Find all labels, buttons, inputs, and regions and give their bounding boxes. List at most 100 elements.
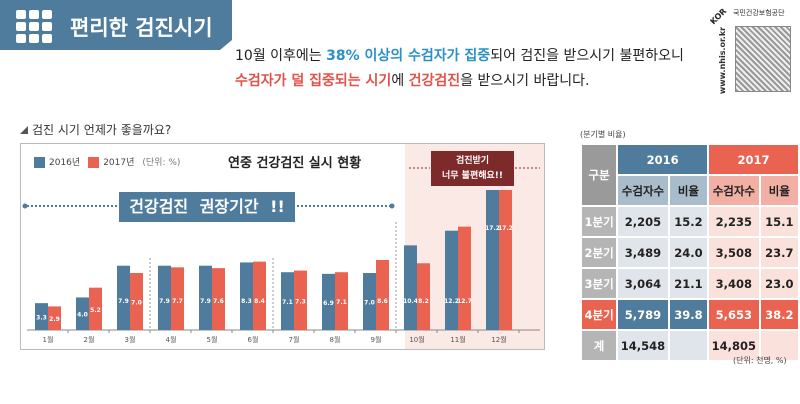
data-label: 7.9 xyxy=(118,298,129,305)
row-label: 3분기 xyxy=(582,269,617,298)
data-label: 5.2 xyxy=(90,307,101,314)
tick-label: 12월 xyxy=(491,335,506,344)
quarterly-table: 구분 2016 2017 수검자수 비율 수검자수 비율 1분기 2,205 15.… xyxy=(580,143,800,362)
data-label: 7.7 xyxy=(172,298,183,305)
table-cell: 5,789 xyxy=(618,300,668,329)
tick-label: 6월 xyxy=(248,335,259,344)
table-cell: 21.1 xyxy=(669,269,708,298)
dot xyxy=(389,203,395,209)
tick-label: 11월 xyxy=(450,335,465,344)
bar-2016 xyxy=(240,262,253,330)
chart-frame xyxy=(20,143,545,350)
qr-code-icon[interactable] xyxy=(735,26,791,92)
recommended-period-label: 건강검진 권장기간 !! xyxy=(119,192,295,222)
bar-2017 xyxy=(417,263,430,330)
bar-2017 xyxy=(499,190,512,330)
table-cell: 3,064 xyxy=(618,269,668,298)
row-label: 계 xyxy=(582,331,617,360)
data-label: 7.3 xyxy=(295,298,306,305)
data-label: 17.2 xyxy=(485,225,500,232)
subhead: 수검자수 xyxy=(618,176,668,205)
row-label: 2분기 xyxy=(582,238,617,267)
data-label: 6.9 xyxy=(323,300,334,307)
data-label: 7.1 xyxy=(282,299,293,306)
subhead: 수검자수 xyxy=(709,176,759,205)
table-unit: (단위: 천명, %) xyxy=(733,356,787,365)
subhead: 비율 xyxy=(669,176,708,205)
page-title: 편리한 검진시기 xyxy=(70,16,213,40)
bar-2017 xyxy=(294,270,307,330)
table-cell: 14,548 xyxy=(618,331,668,360)
data-label: 8.2 xyxy=(418,298,429,305)
header-corner: 구분 xyxy=(582,145,617,205)
data-label: 7.1 xyxy=(336,299,347,306)
tick-label: 5월 xyxy=(207,335,218,344)
tick-label: 7월 xyxy=(289,335,300,344)
row-label: 4분기 xyxy=(582,300,617,329)
bar-2017 xyxy=(171,267,184,330)
data-label: 12.7 xyxy=(457,298,472,305)
year-2016-header: 2016 xyxy=(618,145,708,174)
row-label: 1분기 xyxy=(582,207,617,236)
table-row: 4분기 5,789 39.8 5,653 38.2 xyxy=(582,300,798,329)
data-label: 17.2 xyxy=(498,225,513,232)
table-row: 계 14,548 14,805 xyxy=(582,331,798,360)
data-label: 7.9 xyxy=(159,298,170,305)
bar-2016 xyxy=(281,272,294,330)
data-label: 7.0 xyxy=(364,300,375,307)
table-caption: (분기별 비율) xyxy=(580,130,626,139)
data-label: 8.4 xyxy=(254,298,265,305)
tick-label: 3월 xyxy=(125,335,136,344)
table-cell: 2,235 xyxy=(709,207,759,236)
tick-label: 2월 xyxy=(84,335,95,344)
checklist-grid-icon xyxy=(16,10,52,43)
bar-2016 xyxy=(404,245,417,330)
triangle-icon xyxy=(20,126,28,134)
tick-label: 8월 xyxy=(330,335,341,344)
bar-2016 xyxy=(76,297,89,330)
tick-label: 4월 xyxy=(166,335,177,344)
data-label: 7.6 xyxy=(213,298,224,305)
table-cell: 15.2 xyxy=(669,207,708,236)
table-cell: 2,205 xyxy=(618,207,668,236)
bar-2016 xyxy=(158,265,171,330)
data-label: 4.0 xyxy=(77,312,88,319)
bar-2017 xyxy=(253,261,266,330)
bar-2017 xyxy=(89,287,102,330)
org-name: 국민건강보험공단 xyxy=(733,9,785,17)
table-cell: 39.8 xyxy=(669,300,708,329)
bar-2016 xyxy=(445,230,458,330)
tick-label: 1월 xyxy=(43,335,54,344)
bar-2016 xyxy=(322,273,335,330)
table-cell xyxy=(760,331,798,360)
bar-2017 xyxy=(335,272,348,330)
bar-2017 xyxy=(212,268,225,330)
table-cell: 3,408 xyxy=(709,269,759,298)
bar-2017 xyxy=(458,226,471,330)
table-row: 1분기 2,205 15.2 2,235 15.1 xyxy=(582,207,798,236)
chart-legend: 2016년 2017년 (단위: %) xyxy=(34,155,180,168)
bar-2016 xyxy=(117,265,130,330)
data-label: 10.4 xyxy=(403,298,418,305)
chart-title: 연중 건강검진 실시 현황 xyxy=(228,156,362,171)
table-cell: 5,653 xyxy=(709,300,759,329)
table-cell xyxy=(669,331,708,360)
table-row: 2분기 3,489 24.0 3,508 23.7 xyxy=(582,238,798,267)
bar-2016 xyxy=(486,190,499,330)
tick-label: 10월 xyxy=(409,335,424,344)
legend-2016: 2016년 xyxy=(34,155,80,168)
bar-2017 xyxy=(48,306,61,330)
table-cell: 24.0 xyxy=(669,238,708,267)
data-label: 7.0 xyxy=(131,300,142,307)
table-cell: 23.7 xyxy=(760,238,798,267)
inconvenient-callout: 검진받기 너무 불편해요!! xyxy=(431,151,514,186)
year-2017-header: 2017 xyxy=(709,145,798,174)
table-cell: 23.0 xyxy=(760,269,798,298)
bar-2016 xyxy=(363,273,376,330)
table-cell: 14,805 xyxy=(709,331,759,360)
table-row: 3분기 3,064 21.1 3,408 23.0 xyxy=(582,269,798,298)
nhis-logo-qr: KOR 국민건강보험공단 www.nhis.or.kr xyxy=(703,7,793,96)
intro-text: 10월 이후에는 38% 이상의 수검자가 집중되어 검진을 받으시기 불편하오… xyxy=(235,48,684,89)
dot xyxy=(22,203,28,209)
